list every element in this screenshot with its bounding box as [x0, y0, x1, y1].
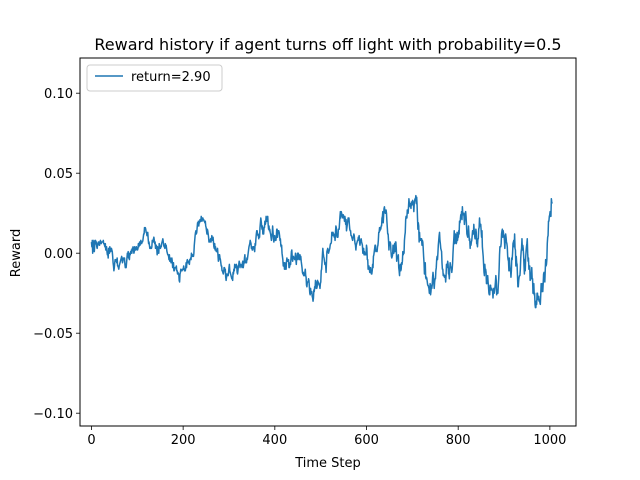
series-line: [90, 194, 553, 309]
x-axis-label: Time Step: [294, 456, 361, 471]
x-axis-ticks: 0 200 400 600 800 1000: [87, 426, 566, 448]
x-tick-label: 200: [171, 433, 196, 448]
x-tick-label: 400: [262, 433, 287, 448]
x-tick-label: 600: [354, 433, 379, 448]
legend-box: [86, 64, 223, 92]
plot-area: [90, 194, 553, 309]
x-tick-label: 0: [87, 433, 95, 448]
legend-label: return=2.90: [131, 70, 211, 85]
y-tick-label: 0.10: [44, 87, 73, 102]
y-tick-label: −0.10: [33, 407, 73, 422]
y-tick-label: 0.05: [44, 167, 73, 182]
x-tick-label: 800: [446, 433, 471, 448]
axes-frame: [79, 57, 577, 427]
y-tick-label: 0.00: [44, 247, 73, 262]
y-tick-label: −0.05: [33, 327, 73, 342]
chart-title: Reward history if agent turns off light …: [94, 35, 561, 54]
y-axis-ticks: −0.10 −0.05 0.00 0.05 0.10: [33, 87, 80, 422]
y-axis-label: Reward: [9, 229, 24, 277]
x-tick-label: 1000: [533, 433, 566, 448]
legend: return=2.90: [86, 64, 223, 92]
